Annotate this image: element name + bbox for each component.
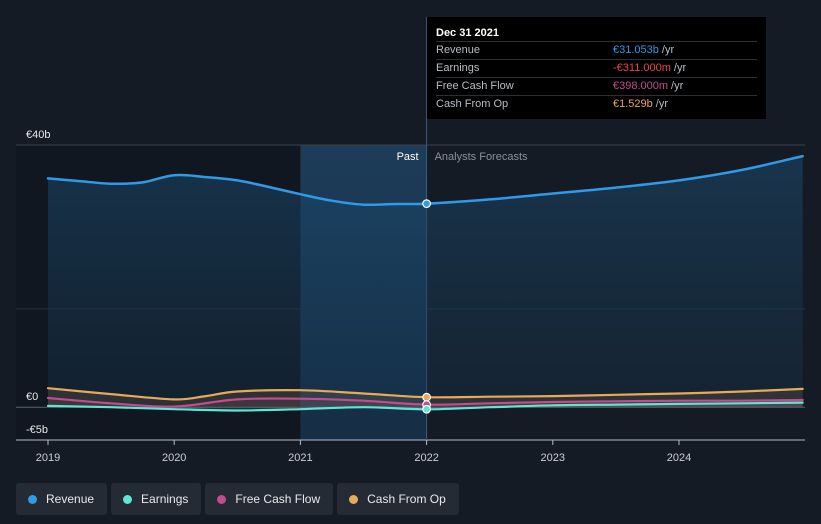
tooltip-value: €31.053b: [613, 44, 659, 56]
legend-item-revenue[interactable]: Revenue: [16, 483, 108, 515]
tooltip-unit: /yr: [671, 80, 684, 92]
tooltip: Dec 31 2021 Revenue €31.053b /yr Earning…: [427, 17, 766, 119]
y-tick-label: €40b: [26, 129, 50, 141]
legend-label: Earnings: [141, 492, 189, 506]
legend-item-free-cash-flow[interactable]: Free Cash Flow: [205, 483, 334, 515]
tooltip-value: -€311.000m: [613, 62, 671, 74]
tooltip-unit: /yr: [673, 62, 687, 74]
x-tick-label: 2024: [667, 452, 691, 464]
tooltip-label: Free Cash Flow: [436, 80, 514, 92]
legend: Revenue Earnings Free Cash Flow Cash Fro…: [16, 483, 459, 515]
cash-from-op-line: [46, 387, 804, 401]
x-axis: 2019 2020 2021 2022 2023 2024: [36, 440, 691, 464]
legend-dot-icon: [28, 494, 37, 504]
tooltip-row-revenue: Revenue €31.053b /yr: [436, 41, 757, 59]
tooltip-value: €398.000m: [613, 80, 669, 92]
legend-label: Free Cash Flow: [235, 492, 321, 506]
x-tick-label: 2023: [541, 452, 565, 464]
legend-label: Revenue: [46, 492, 95, 506]
legend-dot-icon: [349, 494, 359, 504]
revenue-line: [46, 154, 804, 207]
tooltip-row-free-cash-flow: Free Cash Flow €398.000m /yr: [436, 77, 757, 95]
region-labels: Past Analysts Forecasts: [397, 151, 528, 163]
x-tick-label: 2019: [36, 452, 60, 464]
cash-from-op-point: [422, 392, 432, 402]
legend-item-cash-from-op[interactable]: Cash From Op: [337, 483, 459, 515]
legend-dot-icon: [217, 494, 227, 504]
earnings-point: [422, 404, 432, 414]
tooltip-row-earnings: Earnings -€311.000m /yr: [436, 59, 757, 77]
x-tick-label: 2022: [414, 452, 438, 464]
tooltip-label: Earnings: [436, 62, 480, 74]
legend-item-earnings[interactable]: Earnings: [111, 483, 202, 515]
y-tick-label: -€5b: [26, 424, 48, 436]
tooltip-unit: /yr: [661, 44, 675, 56]
x-tick-label: 2021: [288, 452, 312, 464]
legend-label: Cash From Op: [367, 492, 446, 506]
tooltip-label: Cash From Op: [436, 98, 509, 110]
tooltip-value: €1.529b: [613, 98, 653, 110]
tooltip-label: Revenue: [436, 44, 481, 56]
past-label: Past: [397, 151, 419, 163]
earnings-area-fill: [48, 402, 803, 411]
y-tick-label: €0: [26, 391, 38, 403]
tooltip-row-cash-from-op: Cash From Op €1.529b /yr: [436, 95, 757, 113]
y-axis: €40b €0 -€5b: [26, 129, 50, 436]
highlight-points: [422, 199, 432, 414]
tooltip-unit: /yr: [655, 98, 668, 110]
forecast-label: Analysts Forecasts: [435, 151, 528, 163]
revenue-point: [422, 199, 432, 209]
x-tick-label: 2020: [162, 452, 186, 464]
tooltip-date: Dec 31 2021: [436, 27, 499, 39]
revenue-area-fill: [48, 156, 803, 408]
legend-dot-icon: [123, 494, 133, 504]
